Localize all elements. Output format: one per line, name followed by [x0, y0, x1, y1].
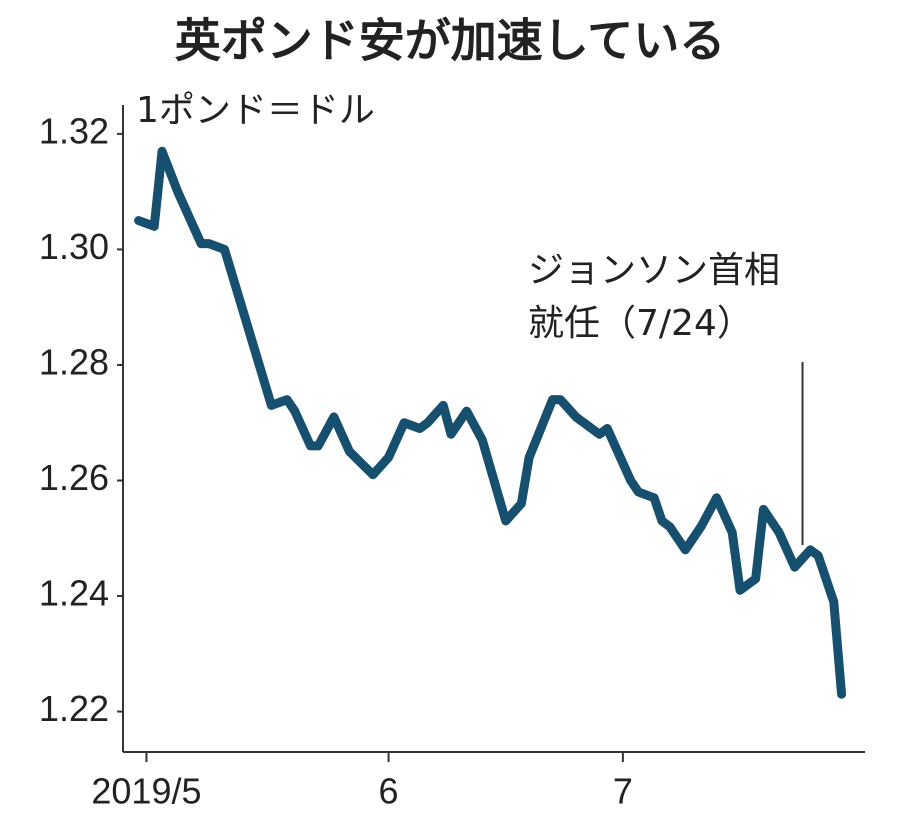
unit-label: 1ポンド＝ドル [136, 90, 375, 131]
y-tick-label: 1.26 [39, 457, 109, 498]
y-tick-label: 1.32 [39, 110, 109, 151]
x-tick-label: 6 [379, 771, 399, 812]
annotation-text: 就任（7/24） [528, 303, 753, 344]
chart-title: 英ポンド安が加速している [175, 14, 726, 68]
y-tick-label: 1.30 [39, 226, 109, 267]
y-tick-label: 1.22 [39, 688, 109, 729]
y-tick-label: 1.28 [39, 341, 109, 382]
line-series [134, 146, 847, 699]
annotation-text: ジョンソン首相 [528, 250, 780, 291]
y-tick-label: 1.24 [39, 573, 109, 614]
x-tick-label: 7 [613, 771, 633, 812]
x-tick-label: 2019/5 [91, 771, 201, 812]
